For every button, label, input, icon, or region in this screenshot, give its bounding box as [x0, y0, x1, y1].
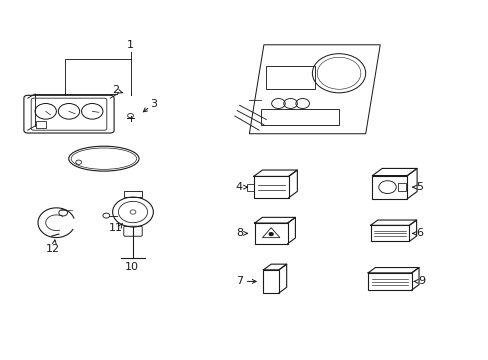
Bar — [397, 183, 406, 192]
Text: 12: 12 — [46, 244, 60, 255]
Text: 2: 2 — [112, 85, 120, 95]
Text: 4: 4 — [235, 182, 243, 192]
Text: 7: 7 — [235, 276, 243, 287]
Text: 8: 8 — [235, 228, 243, 238]
Bar — [266, 66, 314, 89]
Text: 6: 6 — [416, 228, 423, 238]
Text: 11: 11 — [109, 223, 123, 233]
Bar — [261, 109, 338, 125]
Text: 1: 1 — [127, 40, 134, 50]
Text: 10: 10 — [124, 262, 138, 272]
Circle shape — [269, 233, 272, 235]
Text: 5: 5 — [416, 182, 423, 192]
Text: 3: 3 — [150, 99, 157, 109]
Text: 9: 9 — [417, 276, 425, 287]
Bar — [246, 184, 253, 191]
Bar — [124, 191, 142, 197]
Bar — [36, 121, 46, 128]
